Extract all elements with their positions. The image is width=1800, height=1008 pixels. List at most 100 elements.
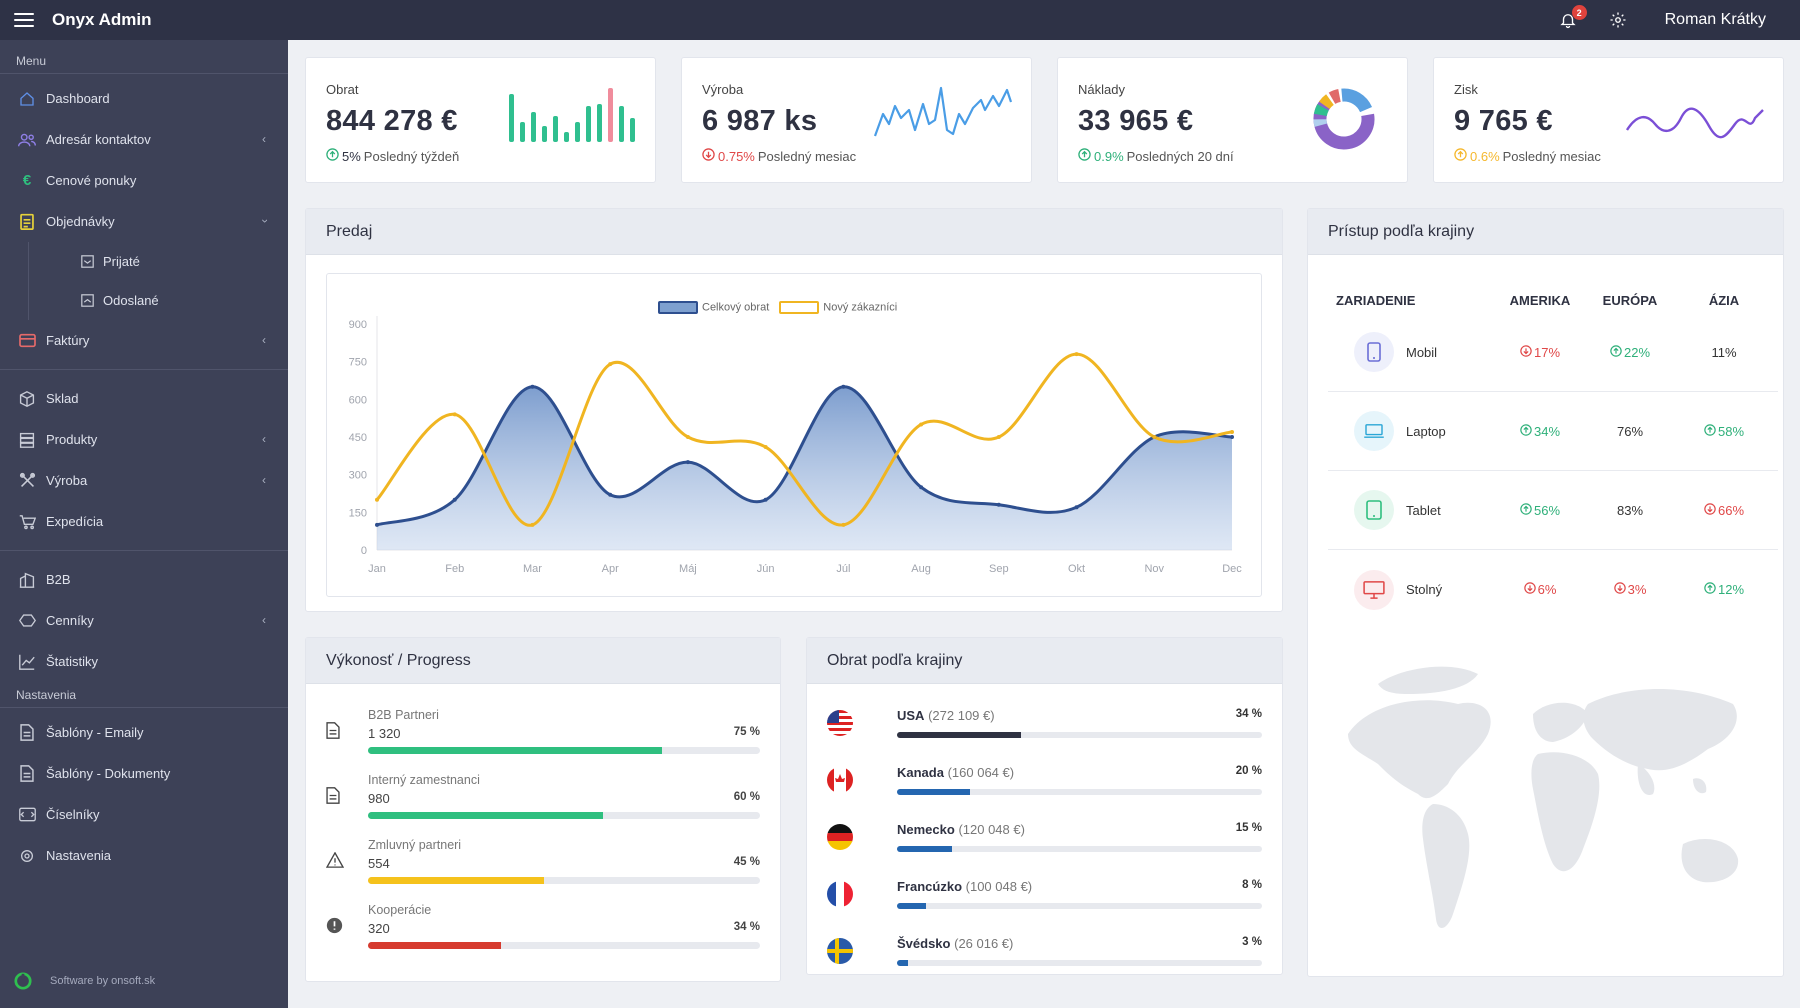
legend-item[interactable]: Celkový obrat xyxy=(658,301,769,314)
sidebar-item-invoices[interactable]: Faktúry ‹ xyxy=(0,320,288,361)
layers-icon xyxy=(18,431,36,449)
country-amount: (160 064 €) xyxy=(947,765,1015,780)
kpi-trend-text: Posledný týždeň xyxy=(363,148,460,164)
country-row: Švédsko (26 016 €) 3 % xyxy=(827,930,1262,982)
kpi-trend-value: 0.9% xyxy=(1094,148,1124,164)
share-value-text: 34% xyxy=(1533,423,1561,439)
country-percent: 8 % xyxy=(1242,879,1262,891)
asia-cell: 12% xyxy=(1670,582,1778,597)
kpi-card-vyroba: Výroba 6 987 ks 0.75% Posledný mesiac xyxy=(681,57,1032,183)
trend-down-icon xyxy=(1613,582,1626,597)
share-value: 56% xyxy=(1520,503,1560,518)
sidebar-item-pricelists[interactable]: Cenníky ‹ xyxy=(0,600,288,641)
sidebar-item-statistics[interactable]: Štatistiky xyxy=(0,641,288,682)
progress-value: 320 xyxy=(368,921,390,936)
menu-toggle-icon[interactable] xyxy=(14,13,34,27)
sidebar-item-quotes[interactable]: € Cenové ponuky xyxy=(0,160,288,201)
sidebar-item-dashboard[interactable]: Dashboard xyxy=(0,78,288,119)
trend-up-icon xyxy=(1454,148,1467,164)
device-name: Laptop xyxy=(1406,423,1446,439)
x-tick-label: Okt xyxy=(1068,563,1085,575)
country-bar xyxy=(897,903,1262,909)
y-tick-label: 900 xyxy=(349,319,367,331)
sales-chart-frame: Celkový obrat Nový zákazníci 900 750 600 45… xyxy=(326,273,1262,597)
america-cell: 6% xyxy=(1490,582,1590,597)
data-point-series-1 xyxy=(919,422,924,427)
sidebar-item-contacts[interactable]: Adresár kontaktov ‹ xyxy=(0,119,288,160)
sidebar-item-codelists[interactable]: Číselníky xyxy=(0,794,288,835)
x-tick-label: Máj xyxy=(679,563,697,575)
chevron-down-icon: ‹ xyxy=(257,219,271,223)
settings-gear-icon[interactable] xyxy=(1609,11,1627,29)
country-label: Švédsko xyxy=(897,936,951,951)
sidebar-item-products[interactable]: Produkty ‹ xyxy=(0,419,288,460)
sidebar-item-b2b[interactable]: B2B xyxy=(0,559,288,600)
country-label: USA xyxy=(897,708,925,723)
europe-cell: 3% xyxy=(1590,582,1670,597)
progress-value: 1 320 xyxy=(368,726,401,741)
country-bar-fill xyxy=(897,789,970,795)
progress-percent: 45 % xyxy=(733,856,760,868)
sidebar-item-label: Cenové ponuky xyxy=(46,173,137,188)
home-icon xyxy=(18,90,36,108)
sweden-flag-icon xyxy=(827,938,853,964)
progress-panel: Výkonosť / Progress B2B Partneri 1 320 75 … xyxy=(305,637,781,982)
sidebar-item-label: Faktúry xyxy=(46,333,90,348)
data-point-series-0 xyxy=(685,460,690,465)
legend-item[interactable]: Nový zákazníci xyxy=(779,301,897,314)
sidebar-item-label: Produkty xyxy=(46,432,98,447)
invoice-icon xyxy=(18,332,36,350)
country-percent: 34 % xyxy=(1235,708,1262,720)
sidebar-footer: Software by onsoft.sk xyxy=(14,972,155,990)
legend-label: Celkový obrat xyxy=(702,301,770,314)
legend-swatch xyxy=(779,301,820,314)
app-title: Onyx Admin xyxy=(52,10,152,29)
laptop-icon xyxy=(1354,411,1394,451)
country-amount: (100 048 €) xyxy=(965,879,1033,894)
device-row: Stolný 6% 3% 12% xyxy=(1328,550,1778,629)
country-bar xyxy=(897,732,1262,738)
trend-up-icon xyxy=(1704,582,1716,597)
progress-row: Kooperácie 320 34 % xyxy=(326,903,760,965)
x-tick-label: Sep xyxy=(989,563,1009,575)
trend-down-icon xyxy=(1704,502,1716,518)
x-tick-label: Mar xyxy=(523,563,542,575)
sidebar-item-document-templates[interactable]: Šablóny - Dokumenty xyxy=(0,753,288,794)
country-bar xyxy=(897,846,1262,852)
trend-down-icon xyxy=(702,148,715,164)
america-cell: 17% xyxy=(1490,345,1590,360)
sidebar-subitem-received[interactable]: Prijaté xyxy=(28,242,288,281)
sidebar-item-orders[interactable]: Objednávky ‹ xyxy=(0,201,288,242)
sidebar-divider xyxy=(0,550,288,551)
data-point-series-1 xyxy=(685,435,690,439)
share-value: 17% xyxy=(1520,345,1560,360)
country-amount: (120 048 €) xyxy=(958,822,1025,837)
chevron-left-icon: ‹ xyxy=(262,132,266,146)
legend-label: Nový zákazníci xyxy=(823,301,898,314)
share-value: 6% xyxy=(1523,582,1557,597)
warning-icon xyxy=(325,851,345,870)
x-tick-label: Jún xyxy=(757,563,775,575)
share-value-text: 6% xyxy=(1537,582,1557,597)
country-bar-fill xyxy=(897,960,908,966)
user-name[interactable]: Roman Krátky xyxy=(1664,11,1766,28)
sidebar-item-production[interactable]: Výroba ‹ xyxy=(0,460,288,501)
column-header: AMERIKA xyxy=(1509,292,1571,308)
share-value: 22% xyxy=(1610,345,1650,360)
sidebar-item-settings[interactable]: Nastavenia xyxy=(0,835,288,876)
sidebar-subitem-sent[interactable]: Odoslané xyxy=(28,281,288,320)
country-percent: 15 % xyxy=(1235,822,1262,834)
sidebar-item-warehouse[interactable]: Sklad xyxy=(0,378,288,419)
progress-row: B2B Partneri 1 320 75 % xyxy=(326,708,760,770)
y-tick-label: 300 xyxy=(349,470,367,482)
europe-cell: 22% xyxy=(1590,345,1670,360)
country-percent: 20 % xyxy=(1235,765,1262,777)
x-tick-label: Feb xyxy=(445,563,464,575)
notifications-bell-icon[interactable]: 2 xyxy=(1559,5,1587,29)
sidebar-item-label: Číselníky xyxy=(46,807,100,822)
chart-legend[interactable]: Celkový obrat Nový zákazníci xyxy=(658,301,897,314)
x-tick-label: Nov xyxy=(1144,563,1164,575)
x-tick-label: Apr xyxy=(602,563,619,575)
sidebar-item-shipping[interactable]: Expedícia xyxy=(0,501,288,542)
sidebar-item-email-templates[interactable]: Šablóny - Emaily xyxy=(0,712,288,753)
